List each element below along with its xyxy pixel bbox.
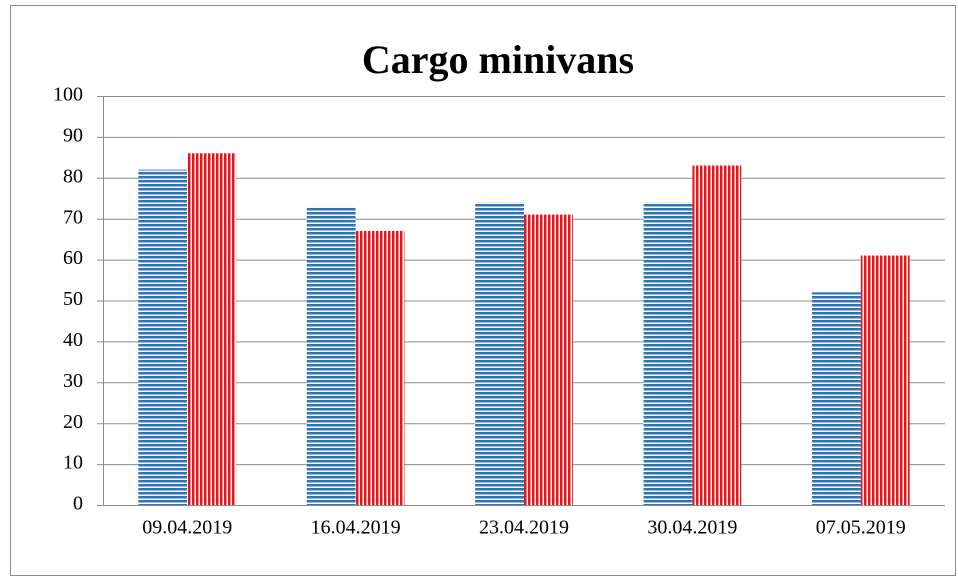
y-tick-label: 30 [63, 370, 83, 392]
x-tick-label: 30.04.2019 [647, 517, 737, 539]
chart-title: Cargo minivans [362, 37, 634, 82]
y-tick-label: 0 [73, 493, 83, 515]
y-tick-label: 10 [63, 452, 83, 474]
y-tick-label: 80 [63, 165, 83, 187]
x-tick-label: 07.05.2019 [816, 517, 906, 539]
y-tick-label: 70 [63, 206, 83, 228]
bar [187, 153, 237, 505]
bar [860, 255, 910, 505]
bar [811, 292, 861, 505]
bar [643, 202, 693, 505]
bar [475, 202, 524, 505]
y-tick-label: 60 [63, 247, 83, 269]
bar [524, 214, 573, 506]
y-tick-label: 90 [63, 124, 83, 146]
bar [355, 230, 405, 505]
bar [138, 169, 188, 505]
bar [692, 165, 742, 505]
y-tick-label: 40 [63, 329, 83, 351]
bar [306, 206, 356, 505]
x-tick-label: 16.04.2019 [311, 517, 401, 539]
y-tick-label: 100 [53, 84, 83, 106]
y-tick-label: 50 [63, 288, 83, 310]
y-tick-label: 20 [63, 411, 83, 433]
x-tick-label: 09.04.2019 [142, 517, 232, 539]
x-tick-label: 23.04.2019 [479, 517, 569, 539]
